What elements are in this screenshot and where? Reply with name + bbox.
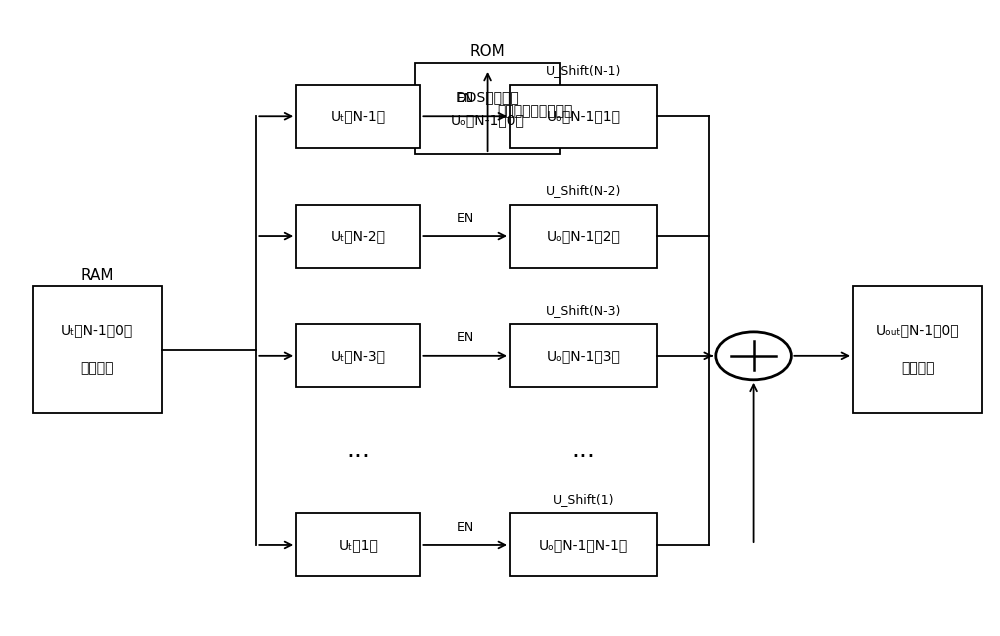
Text: EN: EN [457, 331, 474, 345]
Text: RAM: RAM [80, 268, 114, 282]
Text: Uₒᵤₜ［N-1：0］: Uₒᵤₜ［N-1：0］ [876, 324, 959, 338]
Text: ...: ... [346, 438, 370, 462]
Text: ROM: ROM [470, 44, 505, 59]
Text: EN: EN [457, 92, 474, 105]
Text: U_Shift(N-3): U_Shift(N-3) [546, 304, 621, 317]
Text: U_Shift(N-2): U_Shift(N-2) [546, 184, 621, 197]
Text: U_Shift(N-1): U_Shift(N-1) [546, 64, 621, 77]
Bar [510, 205, 657, 268]
Text: Uₜ［N-2］: Uₜ［N-2］ [331, 229, 386, 243]
Bar [33, 286, 162, 413]
Text: Uₒ［N-1：N-1］: Uₒ［N-1：N-1］ [539, 538, 628, 552]
Text: Uₜ［N-1］: Uₜ［N-1］ [331, 109, 386, 123]
Text: Uₒ［N-1：1］: Uₒ［N-1：1］ [547, 109, 621, 123]
Bar [296, 85, 420, 148]
Text: Uₜ［N-1：0］: Uₜ［N-1：0］ [61, 324, 133, 338]
Text: ...: ... [572, 438, 596, 462]
Text: Uₒ［N-1：0］: Uₒ［N-1：0］ [451, 113, 525, 127]
Text: 一系列右移（截断）: 一系列右移（截断） [498, 104, 573, 118]
Bar [296, 324, 420, 387]
Text: Uₒ［N-1：2］: Uₒ［N-1：2］ [547, 229, 620, 243]
Bar [510, 324, 657, 387]
Text: Uₜ［1］: Uₜ［1］ [338, 538, 378, 552]
Bar [296, 205, 420, 268]
Bar [853, 286, 982, 413]
Bar [510, 85, 657, 148]
Text: EN: EN [457, 212, 474, 225]
Text: U_Shift(1): U_Shift(1) [553, 493, 614, 506]
Bar [510, 513, 657, 576]
Text: 输出电压: 输出电压 [901, 361, 934, 375]
Bar [415, 63, 560, 154]
Text: DDS原始电压: DDS原始电压 [456, 90, 519, 104]
Text: EN: EN [457, 521, 474, 534]
Bar [296, 513, 420, 576]
Text: Uₒ［N-1：3］: Uₒ［N-1：3］ [547, 349, 620, 363]
Text: 目标电压: 目标电压 [80, 361, 114, 375]
Text: Uₜ［N-3］: Uₜ［N-3］ [331, 349, 386, 363]
